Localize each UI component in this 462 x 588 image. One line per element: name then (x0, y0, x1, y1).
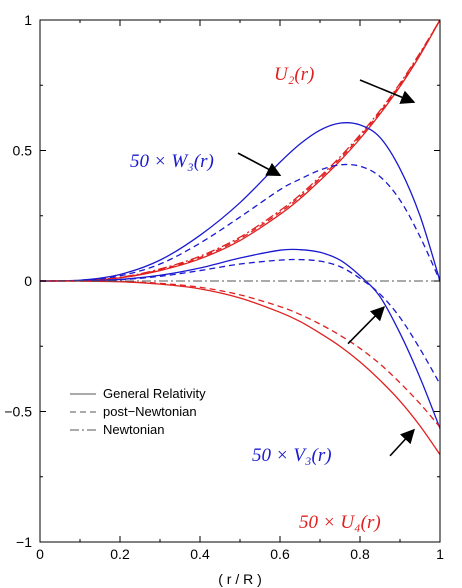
series-line-u2-dashed (39, 19, 441, 282)
series-line-w3-dashed (39, 163, 441, 282)
axes-layer: 0 0.2 0.4 0.6 0.8 1 −1 −0.5 0 0.5 1 (4, 12, 444, 562)
x-tick-label: 0.8 (350, 546, 370, 562)
x-tick-label: 0.6 (270, 546, 290, 562)
y-tick-label: −0.5 (4, 404, 32, 420)
x-tick-label: 0 (36, 546, 44, 562)
legend-label-dashdot: Newtonian (103, 422, 164, 437)
x-tick-label: 1 (436, 546, 444, 562)
x-tick-label: 0.4 (190, 546, 210, 562)
series-line-v3-solid (39, 248, 441, 429)
y-tick-label: 1 (24, 12, 32, 28)
y-tick-label: −1 (16, 534, 32, 550)
y-tick-label: 0 (24, 273, 32, 289)
series-line-w3-solid (39, 122, 441, 282)
annotation-label-v3: 50 × V₃(r) (252, 445, 332, 466)
annotation-arrow-u2 (359, 79, 416, 104)
series-line-u4-solid (39, 280, 441, 455)
annotation-arrow-u4 (389, 428, 415, 457)
series-line-u2-solid (39, 19, 441, 282)
annotation-label-w3: 50 × W₃(r) (130, 151, 214, 172)
legend: General Relativity post−Newtonian Newtonia… (70, 386, 206, 437)
annotation-label-u4: 50 × U₄(r) (299, 512, 381, 533)
series-layer (39, 19, 441, 455)
x-tick-label: 0.2 (110, 546, 130, 562)
legend-label-solid: General Relativity (103, 386, 206, 401)
annotation-arrow-v3 (347, 306, 386, 345)
annotation-label-u2: U₂(r) (274, 64, 314, 85)
legend-label-dashed: post−Newtonian (103, 404, 197, 419)
series-line-u2-dashdot (39, 19, 441, 282)
series-line-v3-dashed (39, 258, 441, 385)
y-tick-label: 0.5 (13, 143, 33, 159)
annotation-layer: U₂(r) 50 × W₃(r) 50 × V₃(r) 50 × U₄(r) (130, 64, 416, 533)
annotation-arrow-w3 (237, 152, 282, 177)
x-axis-label: ( r / R ) (218, 571, 262, 587)
series-line-u4-dashed (39, 280, 441, 428)
